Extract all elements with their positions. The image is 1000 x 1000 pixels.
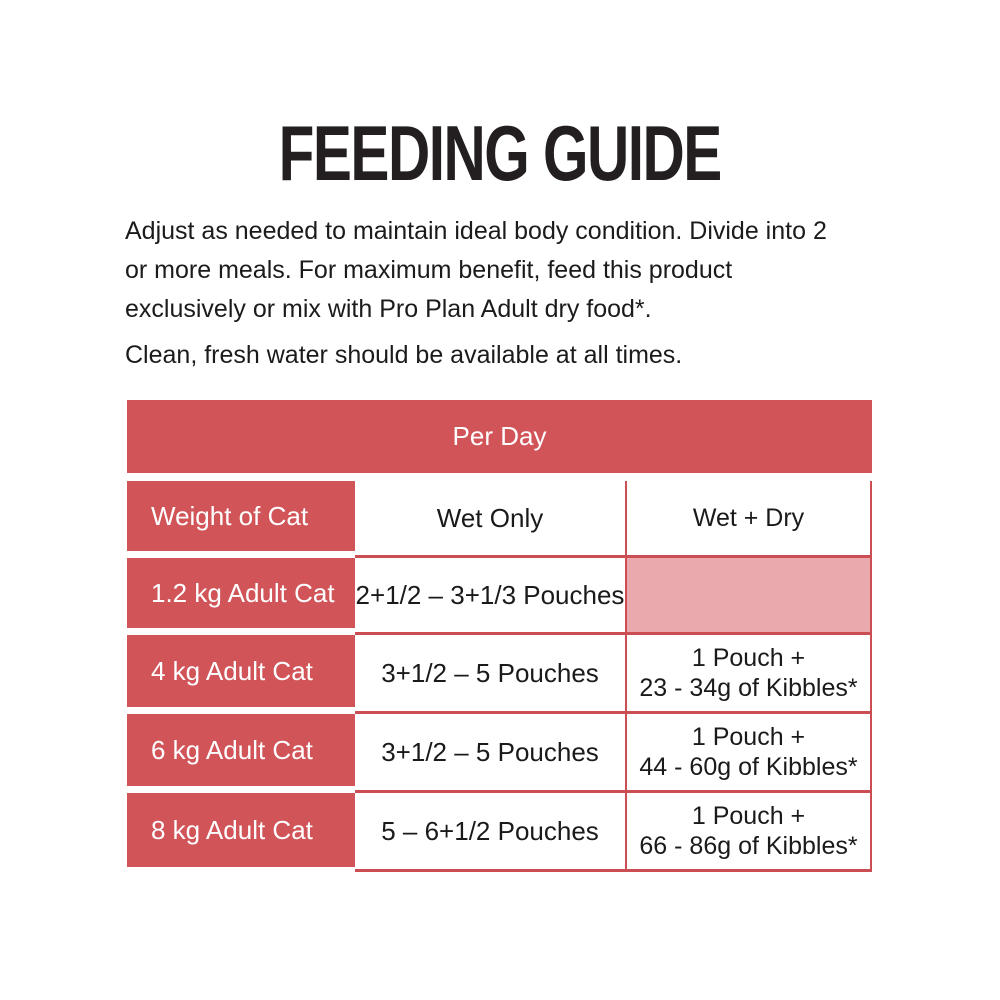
- feeding-table: Per Day Weight of Cat Wet Only Wet + Dry…: [127, 400, 872, 872]
- intro-paragraph: Adjust as needed to maintain ideal body …: [125, 217, 827, 323]
- page-title: FEEDING GUIDE: [278, 109, 723, 197]
- col-header-weight: Weight of Cat: [127, 481, 355, 558]
- row-weight-cell: 6 kg Adult Cat: [127, 714, 355, 793]
- col-header-wet-dry: Wet + Dry: [625, 481, 872, 558]
- wet-dry-line1: 1 Pouch +: [691, 802, 806, 830]
- row-weight-cell: 1.2 kg Adult Cat: [127, 558, 355, 635]
- feeding-grid: Weight of Cat Wet Only Wet + Dry 1.2 kg …: [127, 481, 872, 872]
- row-wet-only-cell: 2+1/2 – 3+1/3 Pouches: [355, 558, 625, 635]
- row-wet-only-cell: 5 – 6+1/2 Pouches: [355, 793, 625, 872]
- row-wet-dry-cell: 1 Pouch + 23 - 34g of Kibbles*: [625, 635, 872, 714]
- row-wet-dry-cell: 1 Pouch + 44 - 60g of Kibbles*: [625, 714, 872, 793]
- row-wet-dry-cell: 1 Pouch + 66 - 86g of Kibbles*: [625, 793, 872, 872]
- row-wet-dry-cell-empty: [625, 558, 872, 635]
- wet-dry-line2: 23 - 34g of Kibbles*: [639, 674, 858, 702]
- row-wet-only-cell: 3+1/2 – 5 Pouches: [355, 635, 625, 714]
- wet-dry-line1: 1 Pouch +: [691, 644, 806, 672]
- wet-dry-line2: 44 - 60g of Kibbles*: [639, 753, 858, 781]
- row-weight-cell: 4 kg Adult Cat: [127, 635, 355, 714]
- water-note: Clean, fresh water should be available a…: [125, 341, 683, 369]
- row-wet-only-cell: 3+1/2 – 5 Pouches: [355, 714, 625, 793]
- page-title-wrap: FEEDING GUIDE: [0, 108, 1000, 199]
- wet-dry-line2: 66 - 86g of Kibbles*: [639, 832, 858, 860]
- row-weight-cell: 8 kg Adult Cat: [127, 793, 355, 872]
- per-day-label: Per Day: [452, 421, 547, 451]
- per-day-band: Per Day: [127, 400, 872, 473]
- wet-dry-line1: 1 Pouch +: [691, 723, 806, 751]
- col-header-wet-only: Wet Only: [355, 481, 625, 558]
